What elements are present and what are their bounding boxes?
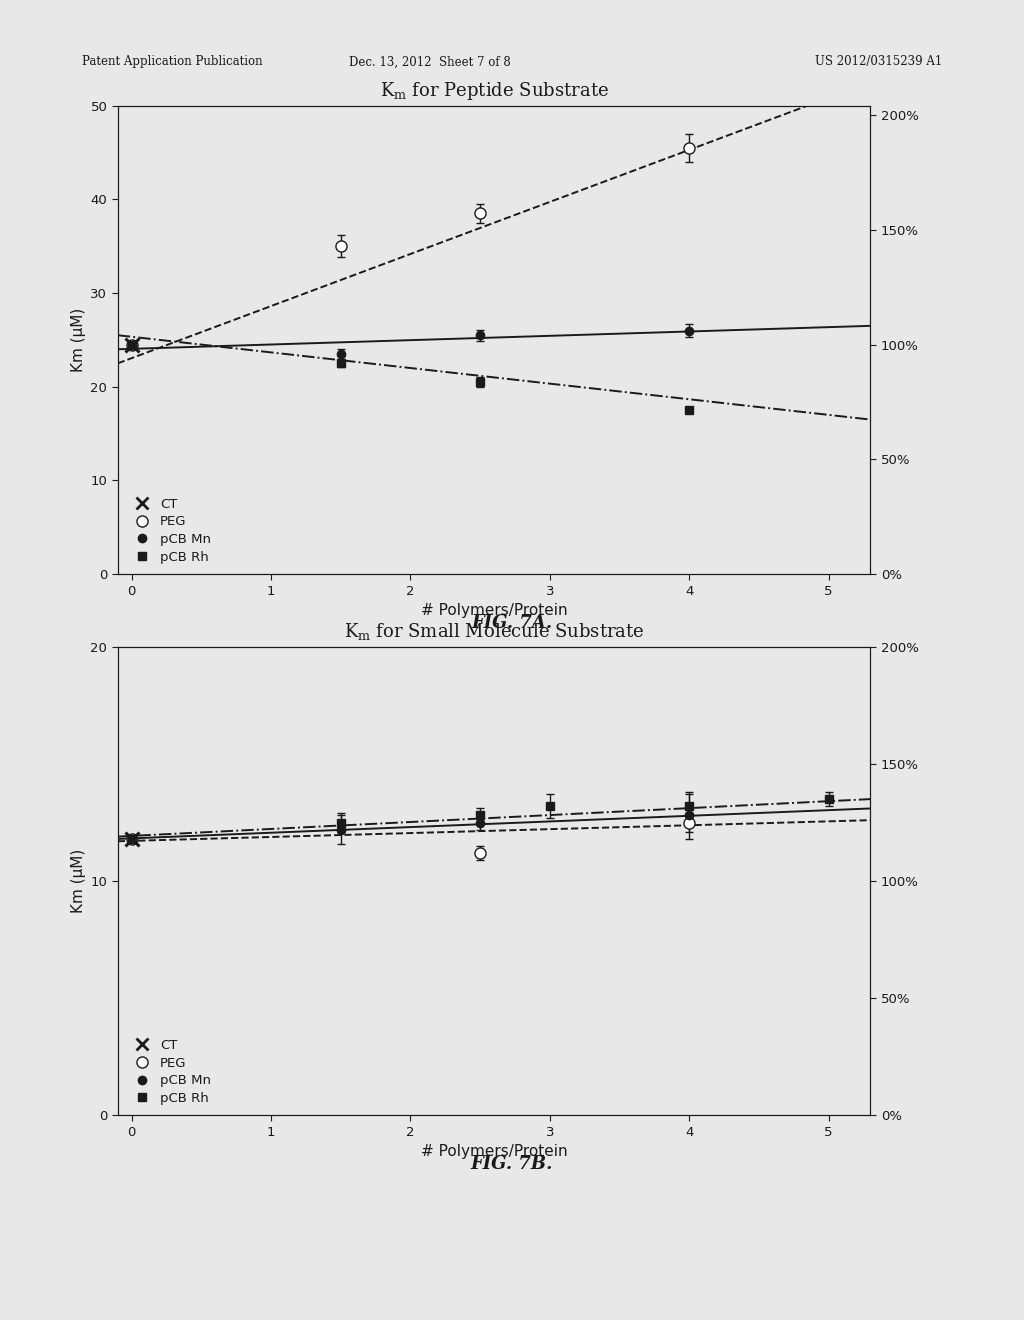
Legend: CT, PEG, pCB Mn, pCB Rh: CT, PEG, pCB Mn, pCB Rh bbox=[124, 494, 215, 568]
X-axis label: # Polymers/Protein: # Polymers/Protein bbox=[421, 603, 567, 618]
X-axis label: # Polymers/Protein: # Polymers/Protein bbox=[421, 1144, 567, 1159]
Text: Patent Application Publication: Patent Application Publication bbox=[82, 55, 262, 69]
Text: Dec. 13, 2012  Sheet 7 of 8: Dec. 13, 2012 Sheet 7 of 8 bbox=[349, 55, 511, 69]
Y-axis label: Km (μM): Km (μM) bbox=[72, 849, 86, 913]
Text: US 2012/0315239 A1: US 2012/0315239 A1 bbox=[815, 55, 942, 69]
Y-axis label: Km (μM): Km (μM) bbox=[72, 308, 86, 372]
Title: $\mathregular{K_m}$ for Peptide Substrate: $\mathregular{K_m}$ for Peptide Substrat… bbox=[380, 81, 608, 102]
Title: $\mathregular{K_m}$ for Small Molecule Substrate: $\mathregular{K_m}$ for Small Molecule S… bbox=[344, 622, 644, 642]
Legend: CT, PEG, pCB Mn, pCB Rh: CT, PEG, pCB Mn, pCB Rh bbox=[124, 1035, 215, 1109]
Text: FIG. 7B.: FIG. 7B. bbox=[471, 1155, 553, 1173]
Text: FIG. 7A.: FIG. 7A. bbox=[471, 614, 553, 632]
